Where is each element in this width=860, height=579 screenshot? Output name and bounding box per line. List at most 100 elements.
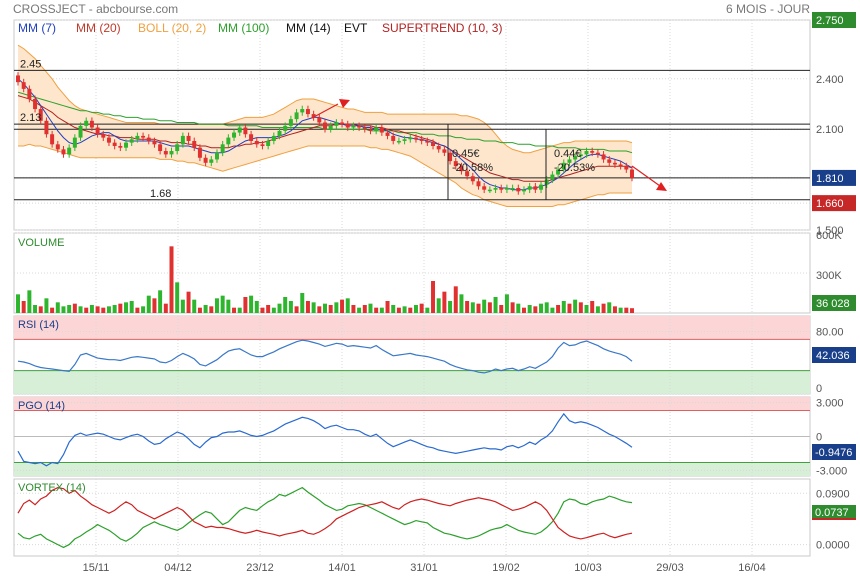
candle-body xyxy=(175,144,180,152)
rsi-last-value: 42.036 xyxy=(816,350,850,362)
measure-annotation: -20.53% xyxy=(554,162,595,174)
candle-body xyxy=(305,109,310,115)
legend-item: EVT xyxy=(344,21,368,35)
candle-body xyxy=(192,140,197,148)
candle-body xyxy=(391,135,396,141)
period-label[interactable]: 6 MOIS - JOUR xyxy=(726,2,810,16)
trend-arrow-up xyxy=(311,103,339,119)
candle-body xyxy=(470,176,475,182)
candle-body xyxy=(556,169,561,175)
volume-bar xyxy=(345,298,350,313)
candle-body xyxy=(544,179,549,185)
candle-body xyxy=(431,142,436,146)
volume-bar xyxy=(374,307,379,313)
volume-bar xyxy=(27,290,32,313)
candle-body xyxy=(379,127,384,133)
volume-bar xyxy=(516,303,521,313)
candle-body xyxy=(527,186,532,190)
volume-bar xyxy=(425,307,430,313)
y-tick-label: 1.810 xyxy=(816,173,844,185)
y-tick-label: 0.0900 xyxy=(816,488,850,500)
candle-body xyxy=(89,120,94,128)
y-tick-label: 80.00 xyxy=(816,327,844,339)
pgo-title: PGO (14) xyxy=(18,400,65,412)
volume-bar xyxy=(340,299,345,313)
trend-arrow-down xyxy=(631,165,661,187)
candle-body xyxy=(288,119,293,126)
candle-body xyxy=(504,188,509,190)
volume-bar xyxy=(323,303,327,313)
price-value-tag xyxy=(812,169,856,186)
candle-body xyxy=(453,161,458,167)
candle-body xyxy=(499,188,504,190)
candle-body xyxy=(266,140,271,146)
volume-bar xyxy=(578,302,583,313)
candle-body xyxy=(612,162,617,165)
candle-body xyxy=(112,142,117,146)
pgo-last-value: -0.9476 xyxy=(815,447,852,459)
candle-body xyxy=(72,137,77,148)
volume-bar xyxy=(413,305,418,313)
candle-body xyxy=(180,135,185,145)
volume-bar xyxy=(391,305,396,313)
candle-body xyxy=(169,151,174,155)
volume-bar xyxy=(482,299,487,313)
candle-body xyxy=(277,130,282,136)
candle-body xyxy=(55,144,60,150)
volume-bar xyxy=(396,307,401,313)
y-tick-label: 3.000 xyxy=(816,398,844,410)
candle-body xyxy=(232,132,237,138)
volume-bar xyxy=(33,305,38,313)
candle-body xyxy=(254,140,259,145)
candle-body xyxy=(67,147,72,155)
candle-body xyxy=(84,120,89,126)
volume-bar xyxy=(237,307,242,313)
volume-bar xyxy=(504,294,509,313)
candle-body xyxy=(152,140,157,145)
volume-bar xyxy=(21,301,26,313)
candle-body xyxy=(476,181,481,187)
candle-body xyxy=(630,169,634,178)
candle-body xyxy=(186,135,191,141)
volume-bar xyxy=(362,305,367,313)
candle-body xyxy=(61,149,66,155)
volume-bar xyxy=(351,305,356,313)
volume-bar xyxy=(186,291,191,313)
volume-bar xyxy=(16,294,20,313)
candle-body xyxy=(487,189,492,192)
volume-bar xyxy=(487,302,492,313)
volume-bar xyxy=(101,307,106,313)
candle-body xyxy=(317,117,322,123)
candle-body xyxy=(345,124,350,128)
candle-body xyxy=(573,156,578,160)
volume-value-tag xyxy=(812,295,856,311)
x-tick-label: 10/03 xyxy=(574,562,602,574)
y-tick-label: 600K xyxy=(816,230,842,242)
volume-bar xyxy=(499,305,504,313)
volume-bar xyxy=(67,305,72,313)
measure-annotation: -20.58% xyxy=(452,162,493,174)
candle-body xyxy=(584,151,589,155)
volume-bar xyxy=(141,306,146,313)
volume-bar xyxy=(50,307,55,313)
volume-bar xyxy=(607,302,612,313)
rsi-overbought-zone xyxy=(14,316,810,340)
rsi-line xyxy=(17,339,633,374)
volume-bar xyxy=(561,301,566,313)
candle-body xyxy=(323,122,327,130)
candle-body xyxy=(561,162,566,170)
volume-bar xyxy=(118,303,123,313)
volume-bar xyxy=(334,302,339,313)
candle-body xyxy=(209,159,214,163)
candle-body xyxy=(141,135,146,138)
candle-body xyxy=(385,132,390,136)
candle-body xyxy=(300,109,305,113)
volume-bar xyxy=(135,307,140,313)
volume-bar xyxy=(630,308,634,313)
y-tick-label: 2.100 xyxy=(816,124,844,136)
volume-bar xyxy=(61,306,66,313)
volume-bar xyxy=(317,306,322,313)
volume-bar xyxy=(419,303,424,313)
volume-bar xyxy=(89,305,94,313)
volume-bar xyxy=(300,293,305,313)
